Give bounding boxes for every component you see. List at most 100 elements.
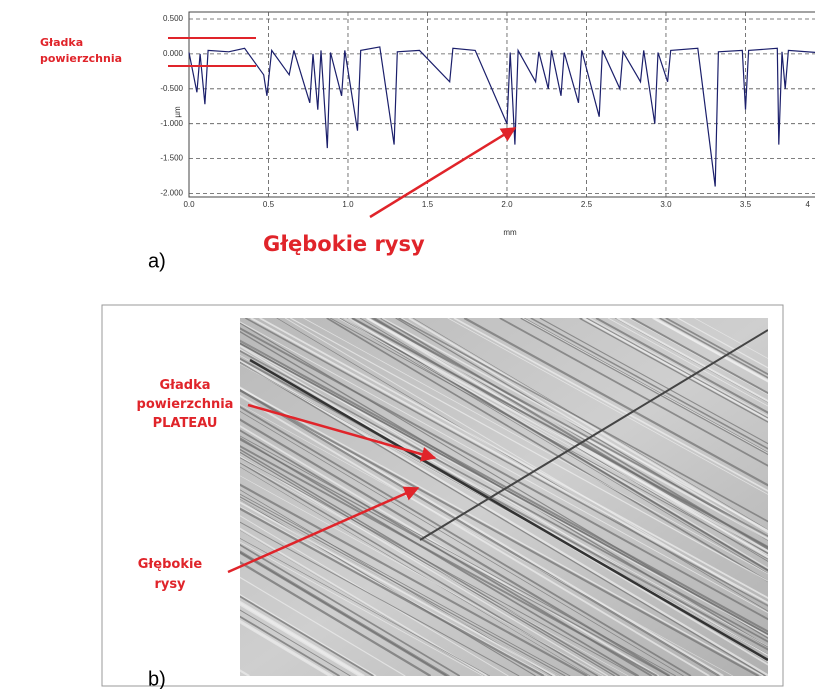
x-tick-label: 2.0 (501, 200, 513, 209)
surface-line (586, 318, 768, 419)
surface-line (240, 593, 377, 676)
surface-line (240, 499, 560, 676)
arrow (369, 126, 517, 219)
surface-line (344, 318, 768, 553)
surface-line (628, 318, 768, 395)
surface-line (240, 386, 724, 676)
y-tick-label: -2.000 (160, 189, 183, 198)
surface-line (240, 389, 759, 676)
annotation: Głębokie rysy (263, 232, 425, 256)
x-tick-label: 1.0 (342, 200, 354, 209)
y-tick-label: -1.500 (160, 154, 183, 163)
surface-line (240, 493, 571, 676)
x-tick-label: 4 (806, 200, 811, 209)
arrow (227, 486, 420, 574)
surface-line (240, 521, 520, 676)
surface-line (240, 595, 374, 676)
surface-line (240, 435, 677, 676)
y-tick-label: 0.000 (163, 49, 184, 58)
surface-line (240, 507, 545, 676)
surface-line (240, 551, 448, 676)
surface-line (240, 363, 768, 655)
x-tick-label: 0.5 (263, 200, 275, 209)
image-label: Gładka powierzchnia PLATEAU (137, 378, 234, 431)
surface-line (524, 318, 768, 453)
surface-line (329, 318, 768, 560)
surface-line (240, 560, 432, 676)
arrow (247, 403, 437, 462)
surface-line (240, 496, 566, 676)
surface-line (522, 318, 768, 454)
y-tick-label: 0.500 (163, 14, 184, 23)
annotation-line: Gładka (40, 36, 83, 49)
surface-line (240, 437, 640, 676)
surface-line (371, 318, 768, 538)
surface-line (240, 321, 768, 614)
surface-line (240, 461, 629, 676)
surface-line (398, 318, 768, 523)
surface-line (240, 445, 658, 676)
surface-line (240, 457, 637, 676)
surface-line (290, 318, 768, 582)
surface-line (607, 318, 768, 407)
y-tick-label: -1.000 (160, 119, 183, 128)
surface-line (240, 537, 491, 676)
x-tick-label: 2.5 (581, 200, 593, 209)
surface-line (520, 318, 768, 456)
x-tick-label: 0.0 (183, 200, 195, 209)
panel-label: a) (148, 250, 166, 272)
y-axis-label: µm (173, 106, 182, 118)
surface-line (351, 318, 768, 549)
profile-line (188, 46, 815, 187)
x-tick-label: 3.5 (740, 200, 752, 209)
surface-line (240, 327, 768, 621)
surface-line (240, 455, 609, 676)
surface-line (616, 318, 768, 403)
surface-line (339, 318, 768, 574)
surface-line (589, 318, 768, 417)
surface-line (453, 318, 768, 492)
surface-line (240, 600, 365, 676)
surface-line (595, 318, 768, 414)
surface-line (240, 527, 488, 676)
surface-line (582, 318, 768, 422)
micrograph (240, 318, 768, 676)
surface-line (240, 541, 484, 676)
surface-line (240, 461, 599, 676)
image-label: Głębokie rysy (138, 557, 203, 592)
annotation: Gładka powierzchnia (40, 36, 122, 65)
surface-line (326, 318, 768, 583)
surface-line (412, 318, 768, 531)
surface-line (344, 318, 768, 572)
surface-line (659, 318, 768, 379)
surface-line (366, 318, 768, 559)
surface-line (447, 318, 768, 495)
surface-line (240, 475, 604, 676)
surface-line (653, 318, 768, 383)
surface-line (240, 405, 692, 676)
surface-line (303, 318, 768, 575)
panel-label: b) (148, 668, 166, 689)
surface-line (240, 387, 764, 676)
surface-line (244, 318, 768, 607)
surface-line (240, 483, 588, 676)
surface-line (249, 358, 768, 662)
surface-line (240, 359, 768, 676)
surface-line (366, 318, 768, 541)
surface-line (240, 609, 351, 676)
surface-line (259, 318, 768, 599)
surface-line (240, 543, 461, 676)
surface-line (240, 344, 768, 637)
surface-line (240, 501, 556, 676)
surface-line (250, 318, 768, 605)
surface-line (240, 342, 768, 635)
surface-line (240, 451, 615, 676)
x-tick-label: 3.0 (660, 200, 672, 209)
surface-line (381, 318, 768, 532)
surface-line (240, 550, 450, 676)
surface-line (240, 506, 548, 676)
surface-line (240, 418, 671, 676)
